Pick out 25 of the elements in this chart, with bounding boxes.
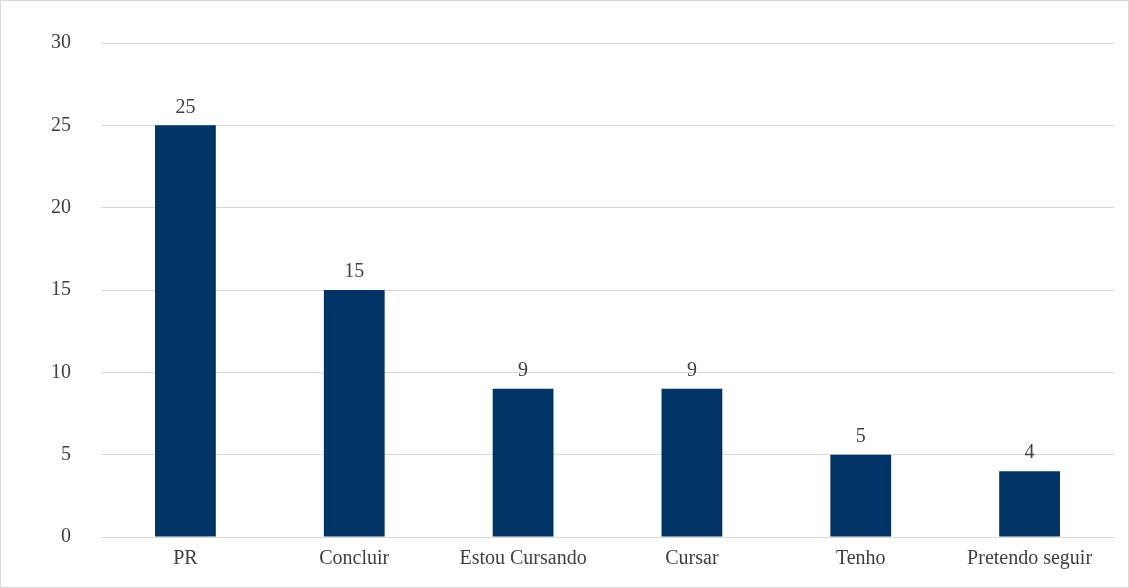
- y-tick-label: 5: [61, 441, 71, 464]
- bar: [999, 471, 1060, 537]
- y-tick-label: 10: [51, 359, 71, 382]
- x-tick-label: Cursar: [665, 546, 719, 569]
- x-tick-label: Concluir: [319, 546, 390, 569]
- data-label: 9: [518, 358, 529, 381]
- bar: [830, 454, 892, 537]
- bar: [323, 290, 385, 537]
- bar: [661, 388, 723, 537]
- y-tick-label: 0: [61, 524, 71, 547]
- x-tick-label: PR: [173, 546, 199, 569]
- y-tick-label: 25: [51, 112, 71, 135]
- data-label: 25: [175, 94, 196, 117]
- x-tick-label: Estou Cursando: [459, 546, 587, 569]
- bar: [492, 388, 554, 537]
- x-tick-label: Pretendo seguir: [967, 546, 1093, 570]
- y-tick-label: 30: [51, 30, 71, 53]
- data-label: 5: [855, 423, 866, 446]
- data-label: 4: [1024, 440, 1035, 463]
- bar: [155, 125, 216, 537]
- x-tick-label: Tenho: [835, 546, 886, 569]
- data-label: 9: [686, 358, 697, 381]
- data-label: 15: [344, 259, 365, 282]
- y-tick-label: 20: [51, 194, 71, 217]
- y-tick-label: 15: [51, 277, 71, 300]
